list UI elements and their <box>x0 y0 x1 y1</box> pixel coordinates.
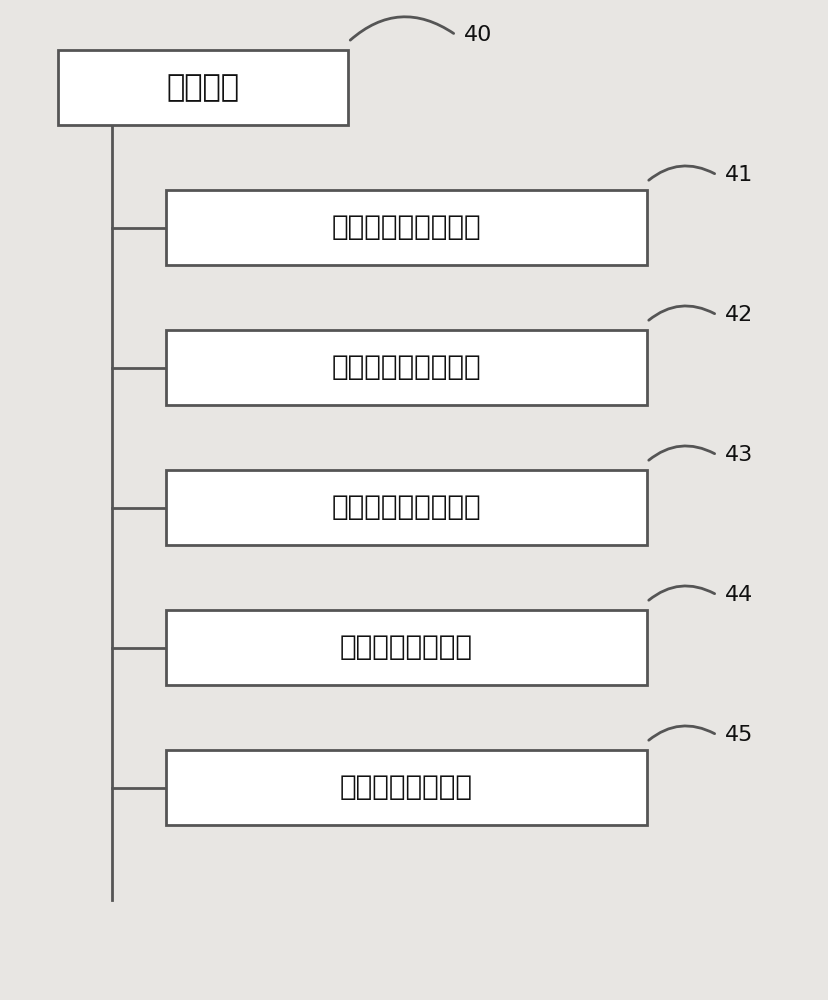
Text: 控制装置: 控制装置 <box>166 73 239 102</box>
Bar <box>166 330 646 405</box>
Text: 42: 42 <box>724 305 753 325</box>
Text: 40: 40 <box>464 25 492 45</box>
Text: 硫磺脱硫量计算部件: 硫磺脱硫量计算部件 <box>331 354 480 381</box>
Text: 44: 44 <box>724 585 753 605</box>
Bar <box>166 610 646 685</box>
Text: 硫磺蓄积量计算部件: 硫磺蓄积量计算部件 <box>331 493 480 522</box>
Text: 硫磺吸收量计算部件: 硫磺吸收量计算部件 <box>331 214 480 241</box>
Text: 41: 41 <box>724 165 753 185</box>
Bar <box>58 50 348 125</box>
Bar <box>166 470 646 545</box>
Text: 脱硫控制实施部件: 脱硫控制实施部件 <box>339 774 472 802</box>
Text: 43: 43 <box>724 445 753 465</box>
Text: 脱硫温度计算部件: 脱硫温度计算部件 <box>339 634 472 662</box>
Text: 45: 45 <box>724 725 753 745</box>
Bar <box>166 750 646 825</box>
Bar <box>166 190 646 265</box>
